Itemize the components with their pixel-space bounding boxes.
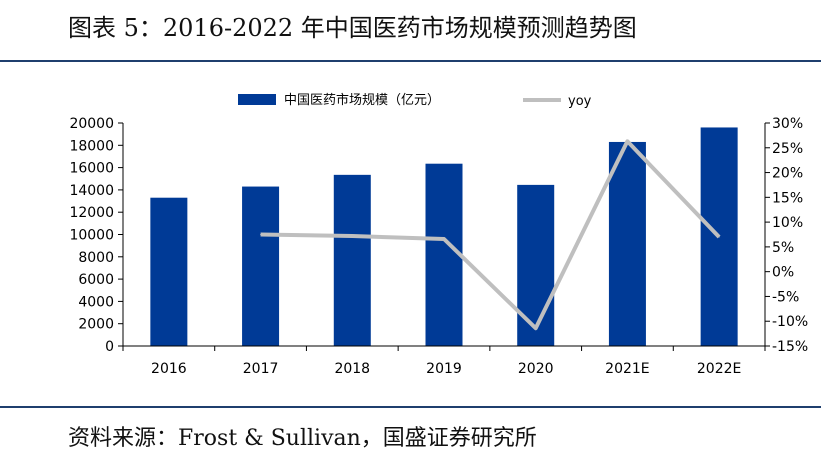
bar-2018 — [333, 174, 371, 346]
legend-label-line: yoy — [568, 94, 592, 109]
page-title: 图表 5：2016-2022 年中国医药市场规模预测趋势图 — [68, 14, 637, 42]
legend-swatch-bar — [238, 94, 276, 105]
x-tick-label: 2020 — [518, 361, 554, 377]
bar-2021E — [608, 141, 646, 346]
right-tick-label: 0% — [772, 265, 794, 281]
x-tick-label: 2017 — [243, 361, 279, 377]
bar-2020 — [517, 184, 555, 346]
yoy-point-2020 — [535, 327, 537, 329]
bar-2019 — [425, 163, 463, 346]
left-tick-label: 12000 — [69, 205, 114, 221]
yoy-point-2019 — [443, 238, 445, 240]
bar-2016 — [150, 197, 188, 346]
x-tick-label: 2019 — [426, 361, 462, 377]
right-tick-label: -5% — [772, 289, 799, 305]
top-rule — [0, 60, 821, 62]
left-tick-label: 0 — [105, 339, 114, 355]
left-tick-label: 16000 — [69, 161, 114, 177]
x-tick-label: 2021E — [605, 361, 649, 377]
right-tick-label: 20% — [772, 166, 803, 182]
left-tick-label: 2000 — [78, 317, 114, 333]
right-tick-label: 15% — [772, 190, 803, 206]
bar-2017 — [242, 186, 280, 346]
right-tick-label: -15% — [772, 339, 808, 355]
right-tick-label: 25% — [772, 141, 803, 157]
left-tick-label: 6000 — [78, 272, 114, 288]
left-tick-label: 14000 — [69, 183, 114, 199]
source-note: 资料来源：Frost & Sullivan，国盛证券研究所 — [68, 426, 537, 451]
yoy-point-2018 — [351, 235, 353, 237]
left-tick-label: 18000 — [69, 138, 114, 154]
x-tick-label: 2016 — [151, 361, 187, 377]
left-tick-label: 8000 — [78, 250, 114, 266]
right-tick-label: -10% — [772, 314, 808, 330]
yoy-point-2017 — [260, 234, 262, 235]
left-tick-label: 20000 — [69, 116, 114, 132]
legend-label-bar: 中国医药市场规模（亿元） — [284, 92, 440, 108]
bottom-rule — [0, 406, 821, 408]
left-tick-label: 4000 — [78, 294, 114, 310]
left-tick-label: 10000 — [69, 228, 114, 244]
right-tick-label: 5% — [772, 240, 794, 256]
right-tick-label: 10% — [772, 215, 803, 231]
x-tick-label: 2018 — [334, 361, 370, 377]
yoy-line — [260, 139, 721, 331]
yoy-point-2022E — [718, 236, 720, 238]
x-tick-label: 2022E — [697, 361, 741, 377]
yoy-point-2021E — [626, 140, 628, 142]
right-tick-label: 30% — [772, 116, 803, 132]
